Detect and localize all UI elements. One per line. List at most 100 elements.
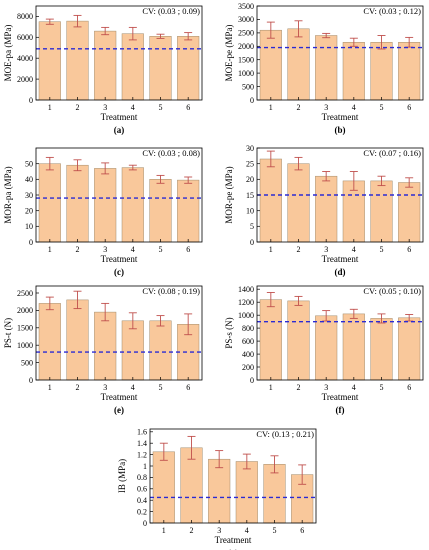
plot-frame [35, 5, 203, 101]
y-tick-label: 1500 [17, 324, 33, 333]
y-tick-label: 600 [242, 337, 254, 346]
y-tick-label: 0 [29, 376, 33, 385]
bar-6 [398, 42, 421, 101]
error-bar-1 [266, 21, 275, 39]
chart-panel-6: 0 200 400 600 800 1000 1200 1400 1 2 3 4 5 6 Treatment… [224, 285, 424, 415]
error-bar-1 [159, 442, 168, 461]
y-axis-label: MOR-pa (MPa) [3, 166, 13, 223]
y-axis-label: PS-s (N) [224, 317, 234, 348]
bar-6 [398, 182, 421, 243]
y-axis-label: MOE-pa (MPa) [3, 25, 13, 82]
error-bar-6 [298, 464, 307, 485]
chart-panel-7: 0 0.2 0.4 0.6 0.8 1 1.2 1.4 1.6 1 2 3 4 5 6 Treatment IB… [117, 428, 317, 550]
panel-label: (f) [336, 405, 345, 415]
x-tick-label: 3 [324, 383, 328, 392]
panel-label: (d) [335, 267, 346, 277]
x-tick-label: 6 [407, 103, 411, 112]
plot-frame [256, 285, 424, 381]
x-tick-label: 5 [273, 526, 277, 535]
y-tick-label: 0 [29, 96, 33, 105]
error-bar-6 [184, 313, 193, 336]
y-tick-label: 1000 [238, 311, 254, 320]
y-tick-label: 1500 [238, 56, 254, 65]
cv-annotation: CV: (0.05 ; 0.10) [363, 286, 421, 296]
error-bar-3 [215, 450, 224, 469]
bar-5 [149, 36, 172, 101]
x-tick-label: 2 [76, 383, 80, 392]
bar-5 [370, 180, 393, 243]
y-tick-label: 0 [143, 519, 147, 528]
error-bar-5 [156, 33, 165, 39]
error-bar-1 [266, 150, 275, 168]
y-tick-label: 30 [25, 191, 33, 200]
x-tick-label: 1 [48, 383, 52, 392]
y-tick-label: 50 [25, 160, 33, 169]
error-bar-4 [128, 26, 137, 41]
y-tick-label: 1.6 [137, 428, 147, 437]
x-tick-label: 4 [352, 103, 356, 112]
y-tick-label: 40 [25, 175, 33, 184]
bar-4 [342, 42, 365, 101]
x-tick-label: 3 [324, 103, 328, 112]
x-axis-label: Treatment [101, 254, 138, 264]
x-tick-label: 5 [159, 383, 163, 392]
x-tick-label: 2 [297, 383, 301, 392]
x-axis-label: Treatment [322, 392, 359, 402]
y-tick-label: 200 [242, 363, 254, 372]
bar-1 [259, 299, 282, 381]
x-tick-label: 2 [297, 245, 301, 254]
error-bar-4 [349, 171, 358, 191]
bar-5 [149, 320, 172, 381]
x-axis-label: Treatment [322, 254, 359, 264]
bar-3 [94, 311, 117, 381]
error-bar-5 [377, 35, 386, 50]
error-bar-2 [73, 14, 82, 28]
x-tick-label: 6 [186, 245, 190, 254]
error-bar-4 [242, 453, 251, 470]
bar-2 [287, 28, 310, 101]
bar-5 [149, 179, 172, 243]
bar-3 [94, 168, 117, 243]
error-bar-5 [377, 313, 386, 324]
x-tick-label: 1 [48, 103, 52, 112]
error-bar-4 [349, 37, 358, 47]
error-bar-5 [270, 455, 279, 474]
y-tick-label: 8000 [17, 12, 33, 21]
error-bar-1 [45, 18, 54, 25]
error-bar-3 [101, 162, 110, 175]
cv-annotation: CV: (0.03 ; 0.12) [363, 6, 421, 16]
error-bar-2 [73, 159, 82, 172]
x-tick-label: 6 [186, 383, 190, 392]
cv-annotation: CV: (0.03 ; 0.08) [142, 148, 200, 158]
y-tick-label: 3000 [238, 15, 254, 24]
x-tick-label: 3 [324, 245, 328, 254]
bar-1 [259, 29, 282, 101]
plot-frame [35, 147, 203, 243]
x-axis-label: Treatment [101, 392, 138, 402]
panel-label: (g) [228, 548, 239, 550]
x-tick-label: 4 [131, 245, 135, 254]
panel-label: (c) [114, 267, 124, 277]
plot-frame [256, 5, 424, 101]
bar-5 [370, 318, 393, 381]
x-tick-label: 4 [245, 526, 249, 535]
bar-1 [259, 158, 282, 243]
x-tick-label: 6 [300, 526, 304, 535]
x-tick-label: 1 [48, 245, 52, 254]
y-tick-label: 25 [246, 160, 254, 169]
y-tick-label: 0 [250, 376, 254, 385]
bar-6 [177, 36, 200, 101]
y-axis-label: MOR-pe (MPa) [224, 166, 234, 223]
plot-frame [149, 428, 317, 524]
y-tick-label: 15 [246, 191, 254, 200]
chart-panel-3: 0 10 20 30 40 50 1 2 3 4 5 6 Treatment MOR-pa (MPa) CV… [3, 147, 203, 277]
y-tick-label: 800 [242, 324, 254, 333]
bar-1 [152, 451, 175, 524]
y-tick-label: 1000 [17, 341, 33, 350]
x-tick-label: 3 [103, 383, 107, 392]
y-tick-label: 1.4 [137, 439, 147, 448]
error-bar-3 [322, 32, 331, 39]
y-tick-label: 1.2 [137, 450, 147, 459]
y-tick-label: 30 [246, 144, 254, 153]
